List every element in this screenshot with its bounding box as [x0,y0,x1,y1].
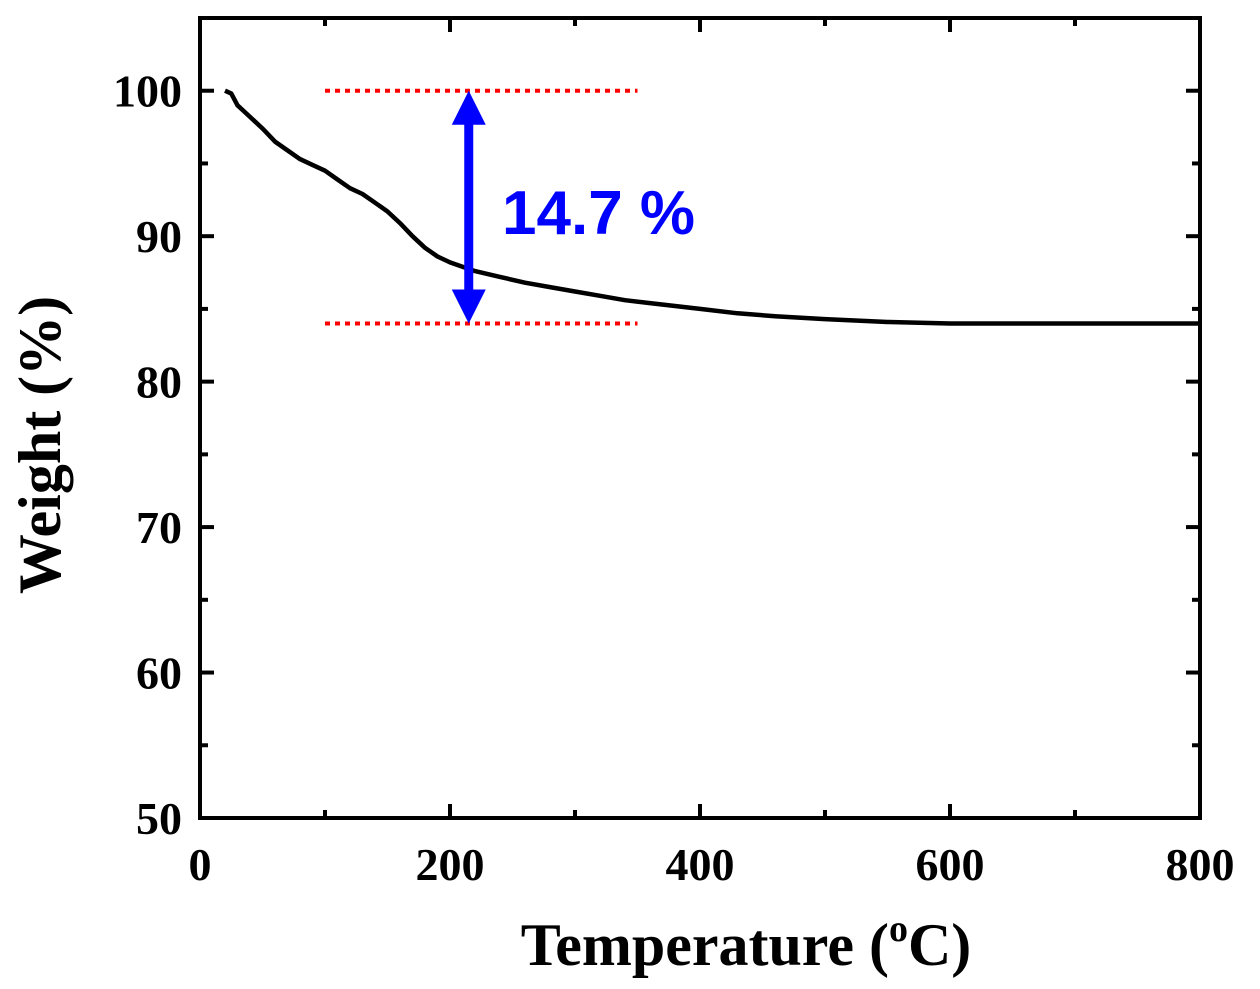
x-tick-label: 400 [666,839,735,890]
y-tick-label: 80 [136,357,182,408]
weight-curve [224,88,1200,326]
x-axis-title: Temperature (oC) [521,908,972,978]
reference-lines [325,88,638,326]
annotation-arrowhead-down [451,289,486,324]
axis-ticks [198,18,1202,820]
x-axis-title-degree: o [889,908,908,950]
annotation-arrowhead-up [451,90,486,125]
x-tick-label: 200 [416,839,485,890]
axis-tick-labels: 0 200 400 600 800 50 60 70 80 90 100 [113,66,1235,890]
y-axis-title: Weight (%) [7,296,73,594]
y-tick-label: 60 [136,648,182,699]
annotation-label: 14.7 % [502,179,695,248]
y-tick-label: 50 [136,793,182,844]
y-tick-label: 100 [113,66,182,117]
y-tick-label: 90 [136,211,182,262]
y-tick-label: 70 [136,502,182,553]
x-tick-label: 0 [189,839,212,890]
x-tick-label: 600 [916,839,985,890]
weight-loss-annotation: 14.7 % [451,90,695,324]
plot-frame [198,16,1202,820]
x-tick-label: 800 [1166,839,1235,890]
